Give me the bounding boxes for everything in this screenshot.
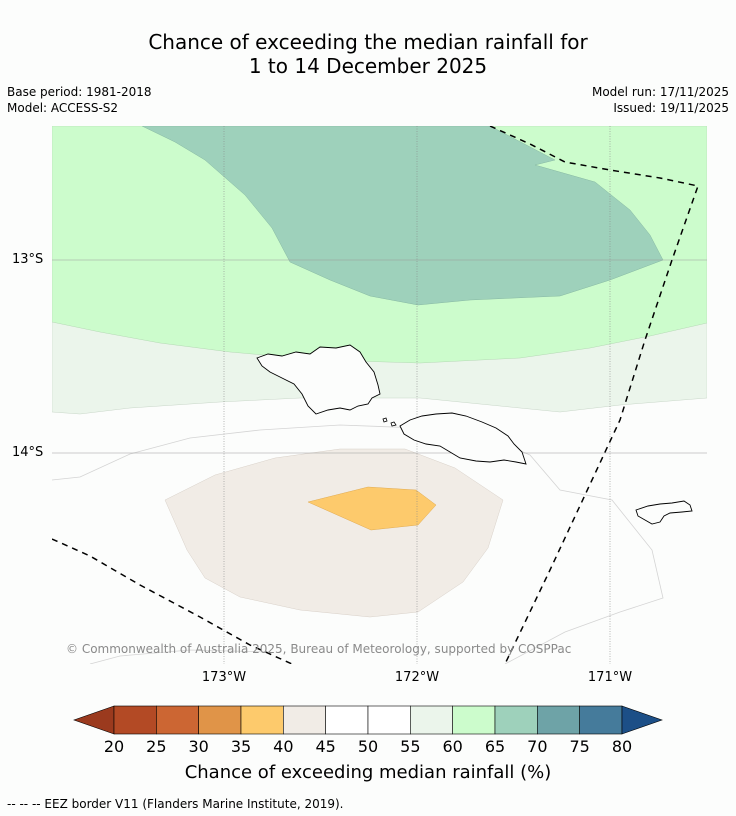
map-area	[52, 126, 707, 664]
colorbar-segment	[240, 705, 284, 735]
lon-label-172w: 172°W	[394, 670, 440, 685]
colorbar-segment	[494, 705, 538, 735]
lon-label-173w: 173°W	[201, 670, 247, 685]
colorbar-segment	[537, 705, 580, 735]
colorbar-tick-label: 60	[442, 737, 463, 756]
colorbar-tick-label: 30	[188, 737, 209, 756]
title-line-1: Chance of exceeding the median rainfall …	[148, 30, 588, 54]
colorbar-segment	[198, 705, 242, 735]
chart-title: Chance of exceeding the median rainfall …	[0, 30, 736, 78]
meta-left: Base period: 1981-2018 Model: ACCESS-S2	[7, 84, 152, 116]
colorbar-tick-label: 45	[315, 737, 336, 756]
colorbar-tick-label: 55	[400, 737, 421, 756]
colorbar-tick-label: 40	[273, 737, 294, 756]
colorbar-tick-label: 20	[103, 737, 125, 756]
island-apolima	[382, 417, 388, 423]
colorbar-tick-label: 25	[146, 737, 167, 756]
colorbar-tick-label: 75	[569, 737, 590, 756]
island-upolu	[399, 412, 527, 465]
contour-45-50-line-b	[89, 649, 271, 664]
colorbar-tick-label: 70	[527, 737, 548, 756]
colorbar-segment	[113, 705, 157, 735]
colorbar-title: Chance of exceeding median rainfall (%)	[184, 762, 552, 783]
lon-label-171w: 171°W	[587, 670, 633, 685]
issued-date: Issued: 19/11/2025	[613, 101, 729, 115]
colorbar-segment	[325, 705, 369, 735]
island-savaii	[256, 344, 381, 415]
colorbar-tick-label: 65	[484, 737, 506, 756]
colorbar-under-arrow	[73, 705, 115, 735]
eez-border-north	[489, 126, 699, 664]
copyright-notice: © Commonwealth of Australia 2025, Bureau…	[66, 642, 572, 656]
colorbar-tick-label: 35	[230, 737, 252, 756]
colorbar-segment	[367, 705, 411, 735]
colorbar-segment	[283, 705, 326, 735]
lat-label-13s: 13°S	[12, 252, 44, 267]
colorbar-over-arrow	[621, 705, 663, 735]
base-period: Base period: 1981-2018	[7, 85, 152, 99]
island-tutuila	[635, 500, 693, 525]
colorbar-tick-label: 80	[611, 737, 633, 756]
contour-40-45	[164, 448, 504, 618]
colorbar-tick-label: 50	[357, 737, 379, 756]
eez-footnote: -- -- -- EEZ border V11 (Flanders Marine…	[7, 797, 344, 811]
colorbar-segment	[410, 705, 453, 735]
model-name: Model: ACCESS-S2	[7, 101, 119, 115]
island-manono	[390, 421, 397, 427]
model-run: Model run: 17/11/2025	[591, 85, 729, 99]
lat-label-14s: 14°S	[12, 445, 44, 460]
colorbar-segment	[452, 705, 496, 735]
colorbar-segments	[113, 705, 623, 735]
title-line-2: 1 to 14 December 2025	[248, 54, 488, 78]
eez-border-south	[52, 538, 293, 664]
colorbar-segment	[156, 705, 199, 735]
contour-35-40	[307, 486, 437, 531]
meta-right: Model run: 17/11/2025 Issued: 19/11/2025	[592, 84, 729, 116]
colorbar-segment	[579, 705, 623, 735]
